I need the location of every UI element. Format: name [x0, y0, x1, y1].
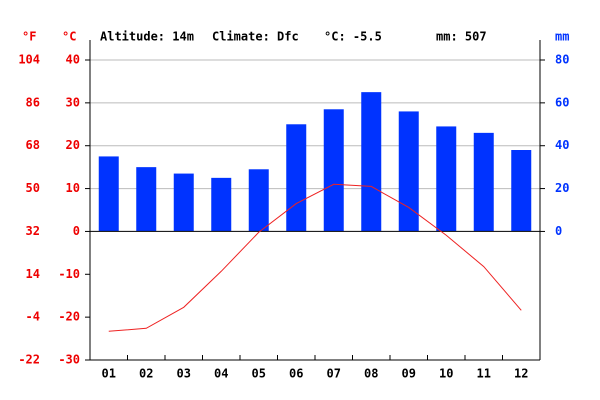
y3-tick-label: 68: [26, 138, 40, 152]
x-tick-label: 03: [177, 367, 191, 381]
y-tick-label: -10: [58, 267, 80, 281]
y2-tick-label: 60: [555, 95, 569, 109]
y-tick-label: -30: [58, 353, 80, 367]
y2-tick-label: 20: [555, 181, 569, 195]
bar: [136, 167, 157, 232]
bar: [173, 173, 194, 232]
header-text: °C: -5.5: [324, 30, 382, 44]
y2-axis-title: mm: [555, 30, 569, 44]
y3-tick-label: 14: [26, 267, 40, 281]
y2-tick-label: 0: [555, 224, 562, 238]
y2-tick-label: 40: [555, 138, 569, 152]
x-tick-label: 07: [327, 367, 341, 381]
y2-tick-label: 80: [555, 53, 569, 67]
y3-tick-label: -4: [26, 310, 40, 324]
x-tick-label: 09: [402, 367, 416, 381]
x-tick-label: 08: [364, 367, 378, 381]
x-tick-label: 01: [102, 367, 116, 381]
y-tick-label: -20: [58, 310, 80, 324]
bar: [323, 109, 344, 232]
bar: [473, 132, 494, 232]
y3-tick-label: 104: [18, 53, 40, 67]
bar: [98, 156, 119, 232]
header-text: mm: 507: [436, 30, 487, 44]
y-tick-label: 10: [66, 181, 80, 195]
y-tick-label: 20: [66, 138, 80, 152]
x-tick-label: 11: [477, 367, 491, 381]
y-tick-label: 30: [66, 95, 80, 109]
y3-tick-label: 86: [26, 95, 40, 109]
x-tick-label: 05: [252, 367, 266, 381]
x-tick-label: 12: [514, 367, 528, 381]
bar: [436, 126, 457, 232]
bar: [286, 124, 307, 232]
temperature-line: [108, 183, 522, 332]
x-tick-label: 04: [214, 367, 228, 381]
y3-tick-label: 32: [26, 224, 40, 238]
y3-tick-label: -22: [18, 353, 40, 367]
y-tick-label: 0: [73, 224, 80, 238]
header-text: Altitude: 14m: [100, 30, 194, 44]
x-tick-label: 02: [139, 367, 153, 381]
x-tick-label: 10: [439, 367, 453, 381]
y3-axis-title: °F: [22, 30, 36, 44]
y-tick-label: 40: [66, 53, 80, 67]
bar: [211, 177, 232, 232]
bar: [248, 169, 269, 232]
bar: [398, 111, 419, 232]
bar: [511, 150, 532, 232]
header-text: Climate: Dfc: [212, 30, 299, 44]
x-tick-label: 06: [289, 367, 303, 381]
y-axis-title: °C: [62, 30, 76, 44]
bar: [361, 92, 382, 232]
y3-tick-label: 50: [26, 181, 40, 195]
